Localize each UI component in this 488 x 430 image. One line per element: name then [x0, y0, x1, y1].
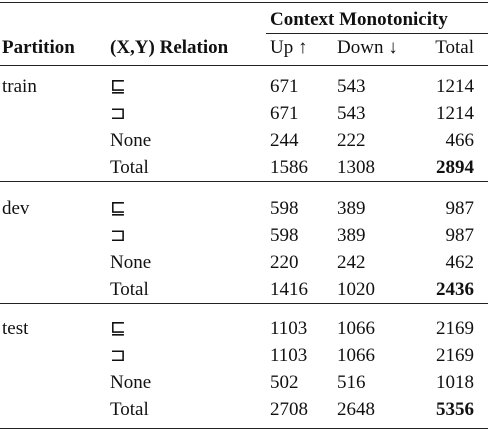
- group-rule: [266, 33, 488, 34]
- relation: ⊐: [110, 225, 126, 246]
- relation: ⊑: [110, 76, 126, 97]
- count: 987: [445, 198, 475, 219]
- count: 389: [337, 198, 366, 219]
- count: 516: [337, 372, 366, 393]
- group-rule: [0, 303, 488, 304]
- count: 1020: [337, 279, 375, 300]
- count: 598: [270, 198, 299, 219]
- count: 244: [270, 130, 299, 151]
- count: 389: [337, 225, 366, 246]
- count: 1416: [270, 279, 308, 300]
- column-header: Up ↑: [270, 37, 308, 58]
- count: 242: [337, 252, 366, 273]
- count: 1103: [270, 318, 308, 339]
- count: 543: [337, 103, 366, 124]
- header-rule: [0, 65, 488, 66]
- relation: Total: [110, 279, 149, 300]
- relation: ⊐: [110, 345, 126, 366]
- count: 2436: [436, 279, 474, 300]
- count: 598: [270, 225, 299, 246]
- count: 1214: [436, 103, 474, 124]
- count: 2648: [337, 399, 375, 420]
- column-header: Total: [435, 37, 474, 58]
- count: 2169: [436, 318, 474, 339]
- relation: ⊐: [110, 103, 126, 124]
- relation: ⊑: [110, 318, 126, 339]
- relation: None: [110, 130, 152, 151]
- relation: None: [110, 252, 152, 273]
- count: 1066: [337, 345, 375, 366]
- count: 466: [445, 130, 475, 151]
- group-rule: [0, 181, 488, 182]
- group-header: Context Monotonicity: [270, 9, 448, 30]
- count: 671: [270, 76, 299, 97]
- count: 1586: [270, 157, 308, 178]
- count: 502: [270, 372, 299, 393]
- relation: Total: [110, 157, 149, 178]
- count: 1018: [436, 372, 474, 393]
- partition: train: [2, 76, 37, 97]
- count: 1103: [270, 345, 308, 366]
- count: 222: [337, 130, 366, 151]
- top-rule: [0, 2, 488, 3]
- count: 5356: [436, 399, 474, 420]
- count: 462: [445, 252, 475, 273]
- count: 671: [270, 103, 299, 124]
- column-header: Partition: [2, 37, 75, 58]
- partition: test: [2, 318, 29, 339]
- column-header: Down ↓: [337, 37, 398, 58]
- partition: dev: [2, 198, 30, 219]
- relation: None: [110, 372, 152, 393]
- count: 1308: [337, 157, 375, 178]
- column-header: (X,Y) Relation: [110, 37, 229, 58]
- count: 220: [270, 252, 299, 273]
- count: 1214: [436, 76, 474, 97]
- count: 987: [445, 225, 475, 246]
- relation: ⊑: [110, 198, 126, 219]
- bottom-rule: [0, 428, 488, 429]
- count: 543: [337, 76, 366, 97]
- count: 2708: [270, 399, 308, 420]
- count: 2169: [436, 345, 474, 366]
- relation: Total: [110, 399, 149, 420]
- count: 2894: [436, 157, 474, 178]
- count: 1066: [337, 318, 375, 339]
